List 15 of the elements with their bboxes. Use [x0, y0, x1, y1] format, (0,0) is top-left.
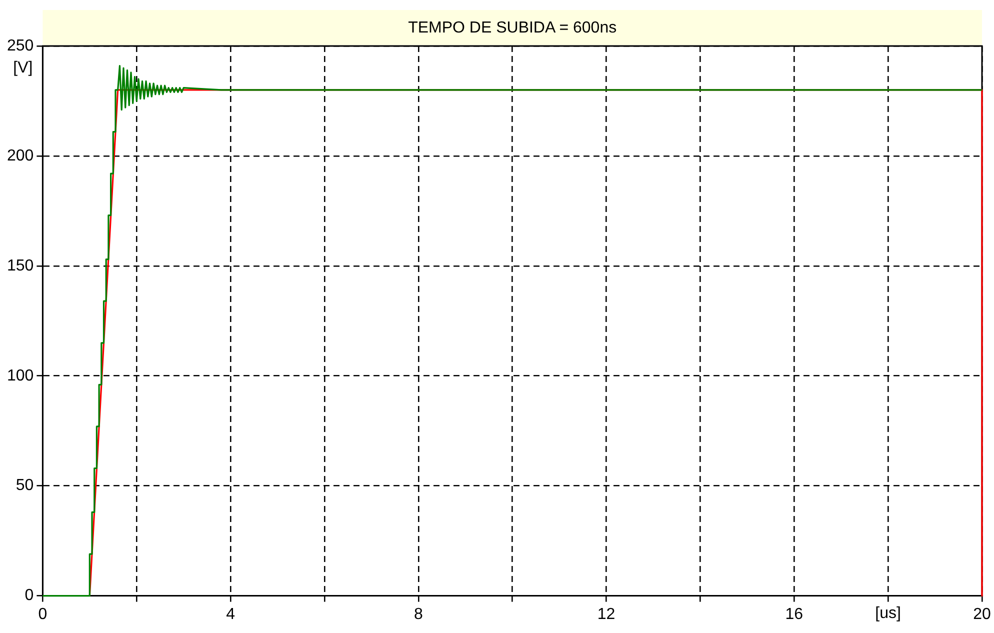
x-tick-label: 8 [414, 606, 423, 623]
x-tick-label: 12 [597, 606, 616, 623]
y-tick-label: 0 [24, 587, 34, 604]
x-tick-label: 20 [973, 606, 991, 623]
y-tick-label: 50 [16, 477, 34, 494]
y-axis-title: [V] [13, 59, 33, 76]
x-tick-label: 0 [38, 606, 48, 623]
y-tick-label: 250 [6, 37, 34, 54]
x-tick-label: 4 [226, 606, 236, 623]
y-tick-label: 200 [6, 147, 34, 164]
y-tick-label: 100 [6, 367, 34, 384]
x-axis-title: [us] [875, 605, 901, 622]
y-tick-label: 150 [6, 257, 34, 274]
x-tick-label: 16 [785, 606, 804, 623]
chart-title: TEMPO DE SUBIDA = 600ns [408, 19, 617, 36]
